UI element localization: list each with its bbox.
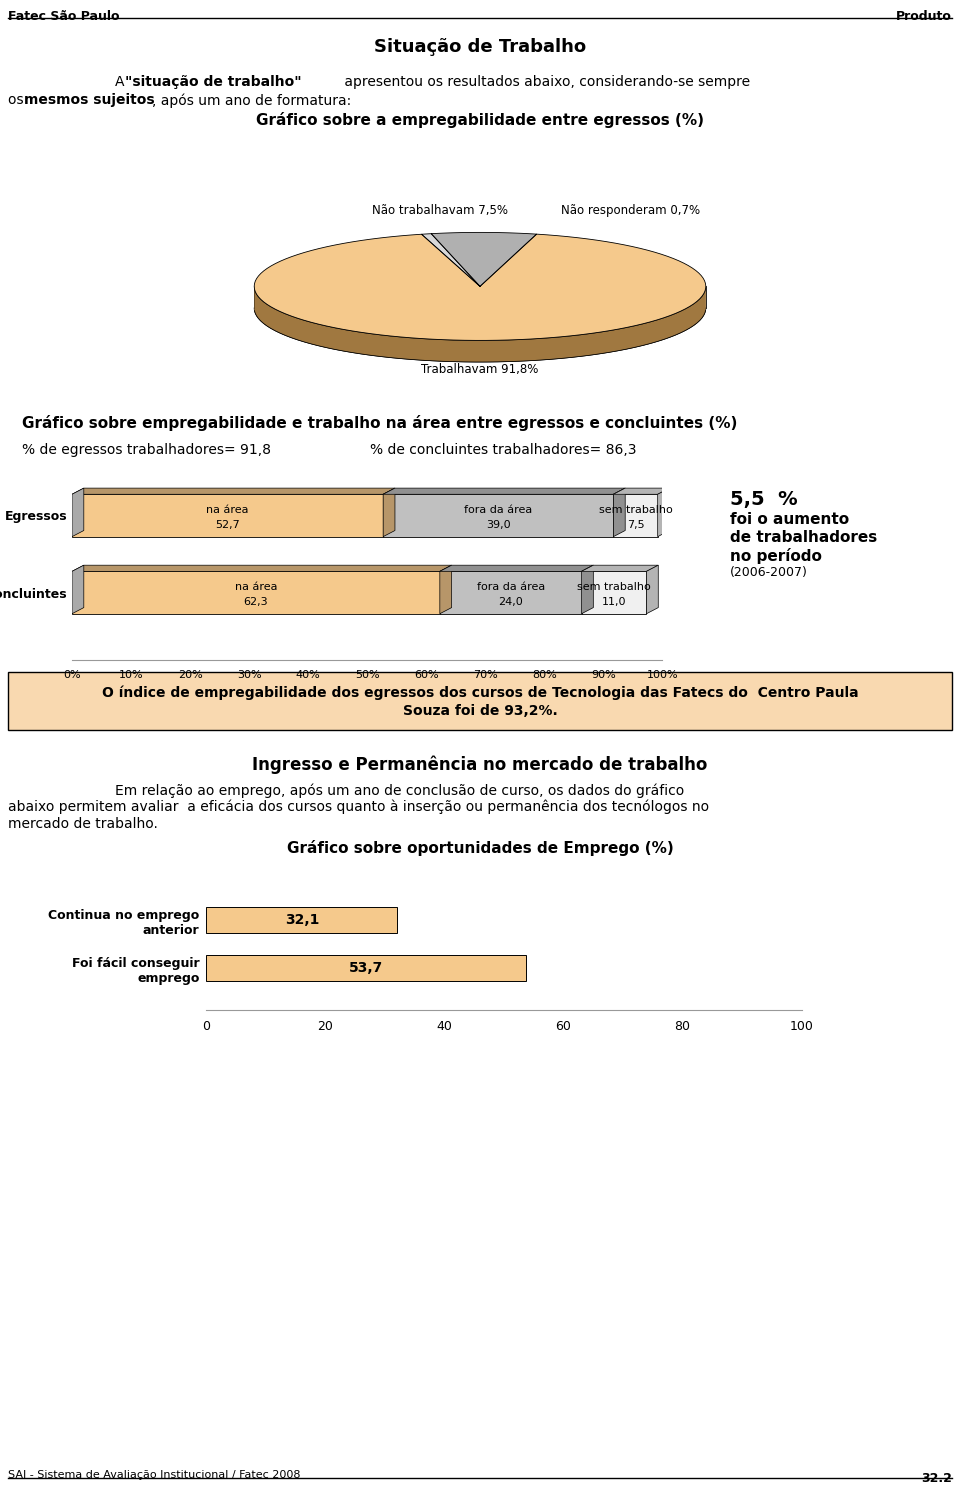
Text: 24,0: 24,0	[498, 597, 523, 606]
Text: 39,0: 39,0	[486, 520, 511, 529]
Bar	[383, 495, 613, 537]
Text: SAI - Sistema de Avaliação Institucional / Fatec 2008: SAI - Sistema de Avaliação Institucional…	[8, 1470, 300, 1479]
Text: 62,3: 62,3	[244, 597, 268, 606]
Polygon shape	[254, 234, 706, 341]
FancyBboxPatch shape	[8, 673, 952, 730]
Text: fora da área: fora da área	[464, 505, 533, 516]
Text: A: A	[115, 75, 129, 89]
Text: 11,0: 11,0	[602, 597, 626, 606]
Text: (2006-2007): (2006-2007)	[730, 566, 808, 579]
Polygon shape	[613, 489, 625, 537]
Text: Souza foi de 93,2%.: Souza foi de 93,2%.	[402, 704, 558, 718]
Text: de trabalhadores: de trabalhadores	[730, 529, 877, 544]
Polygon shape	[646, 566, 659, 614]
Polygon shape	[72, 489, 395, 495]
Text: mesmos sujeitos: mesmos sujeitos	[24, 93, 155, 107]
Polygon shape	[254, 288, 706, 362]
Text: sem trabalho: sem trabalho	[577, 582, 651, 593]
Text: , após um ano de formatura:: , após um ano de formatura:	[152, 93, 351, 107]
Text: no período: no período	[730, 547, 822, 564]
Text: 52,7: 52,7	[215, 520, 240, 529]
Text: os: os	[8, 93, 28, 107]
Text: sem trabalho: sem trabalho	[599, 505, 672, 516]
Text: na área: na área	[206, 505, 249, 516]
Text: fora da área: fora da área	[476, 582, 544, 593]
Text: O índice de empregabilidade dos egressos dos cursos de Tecnologia das Fatecs do : O índice de empregabilidade dos egressos…	[102, 686, 858, 701]
Text: "situação de trabalho": "situação de trabalho"	[125, 75, 301, 89]
Text: Gráfico sobre a empregabilidade entre egressos (%): Gráfico sobre a empregabilidade entre eg…	[256, 112, 704, 128]
Polygon shape	[254, 287, 706, 362]
Text: % de concluintes trabalhadores= 86,3: % de concluintes trabalhadores= 86,3	[370, 443, 636, 457]
Bar	[613, 495, 658, 537]
Bar	[582, 572, 646, 614]
Text: Não trabalhavam 7,5%: Não trabalhavam 7,5%	[372, 204, 509, 217]
Polygon shape	[72, 566, 84, 614]
Polygon shape	[383, 489, 625, 495]
Text: Não responderam 0,7%: Não responderam 0,7%	[561, 204, 700, 217]
Polygon shape	[582, 566, 593, 614]
Text: Gráfico sobre oportunidades de Emprego (%): Gráfico sobre oportunidades de Emprego (…	[287, 840, 673, 857]
Text: 7,5: 7,5	[627, 520, 644, 529]
Text: 53,7: 53,7	[349, 961, 383, 976]
Text: apresentou os resultados abaixo, considerando-se sempre: apresentou os resultados abaixo, conside…	[340, 75, 750, 89]
Text: Fatec São Paulo: Fatec São Paulo	[8, 11, 119, 23]
Text: 32,1: 32,1	[285, 914, 319, 927]
Text: Em relação ao emprego, após um ano de conclusão de curso, os dados do gráfico: Em relação ao emprego, após um ano de co…	[115, 783, 684, 798]
Bar	[440, 572, 582, 614]
Text: Trabalhavam 91,8%: Trabalhavam 91,8%	[421, 363, 539, 377]
Polygon shape	[613, 489, 669, 495]
Polygon shape	[582, 566, 659, 572]
Text: foi o aumento: foi o aumento	[730, 513, 850, 526]
Text: 32.2: 32.2	[922, 1472, 952, 1485]
Text: na área: na área	[234, 582, 277, 593]
Polygon shape	[72, 566, 451, 572]
Polygon shape	[72, 489, 84, 537]
Bar	[72, 495, 383, 537]
Bar	[206, 955, 526, 982]
Text: Produto: Produto	[896, 11, 952, 23]
Text: % de egressos trabalhadores= 91,8: % de egressos trabalhadores= 91,8	[22, 443, 271, 457]
Polygon shape	[440, 566, 593, 572]
Text: Ingresso e Permanência no mercado de trabalho: Ingresso e Permanência no mercado de tra…	[252, 756, 708, 774]
Text: Situação de Trabalho: Situação de Trabalho	[374, 38, 586, 56]
Text: Gráfico sobre empregabilidade e trabalho na área entre egressos e concluintes (%: Gráfico sobre empregabilidade e trabalho…	[22, 415, 737, 431]
Polygon shape	[431, 232, 537, 287]
Text: 5,5  %: 5,5 %	[730, 490, 798, 510]
Text: abaixo permitem avaliar  a eficácia dos cursos quanto à inserção ou permanência : abaixo permitem avaliar a eficácia dos c…	[8, 801, 709, 814]
Polygon shape	[383, 489, 395, 537]
Text: mercado de trabalho.: mercado de trabalho.	[8, 817, 157, 831]
Bar	[72, 572, 440, 614]
Bar	[206, 906, 397, 933]
Polygon shape	[421, 234, 480, 287]
Polygon shape	[440, 566, 451, 614]
Polygon shape	[658, 489, 669, 537]
